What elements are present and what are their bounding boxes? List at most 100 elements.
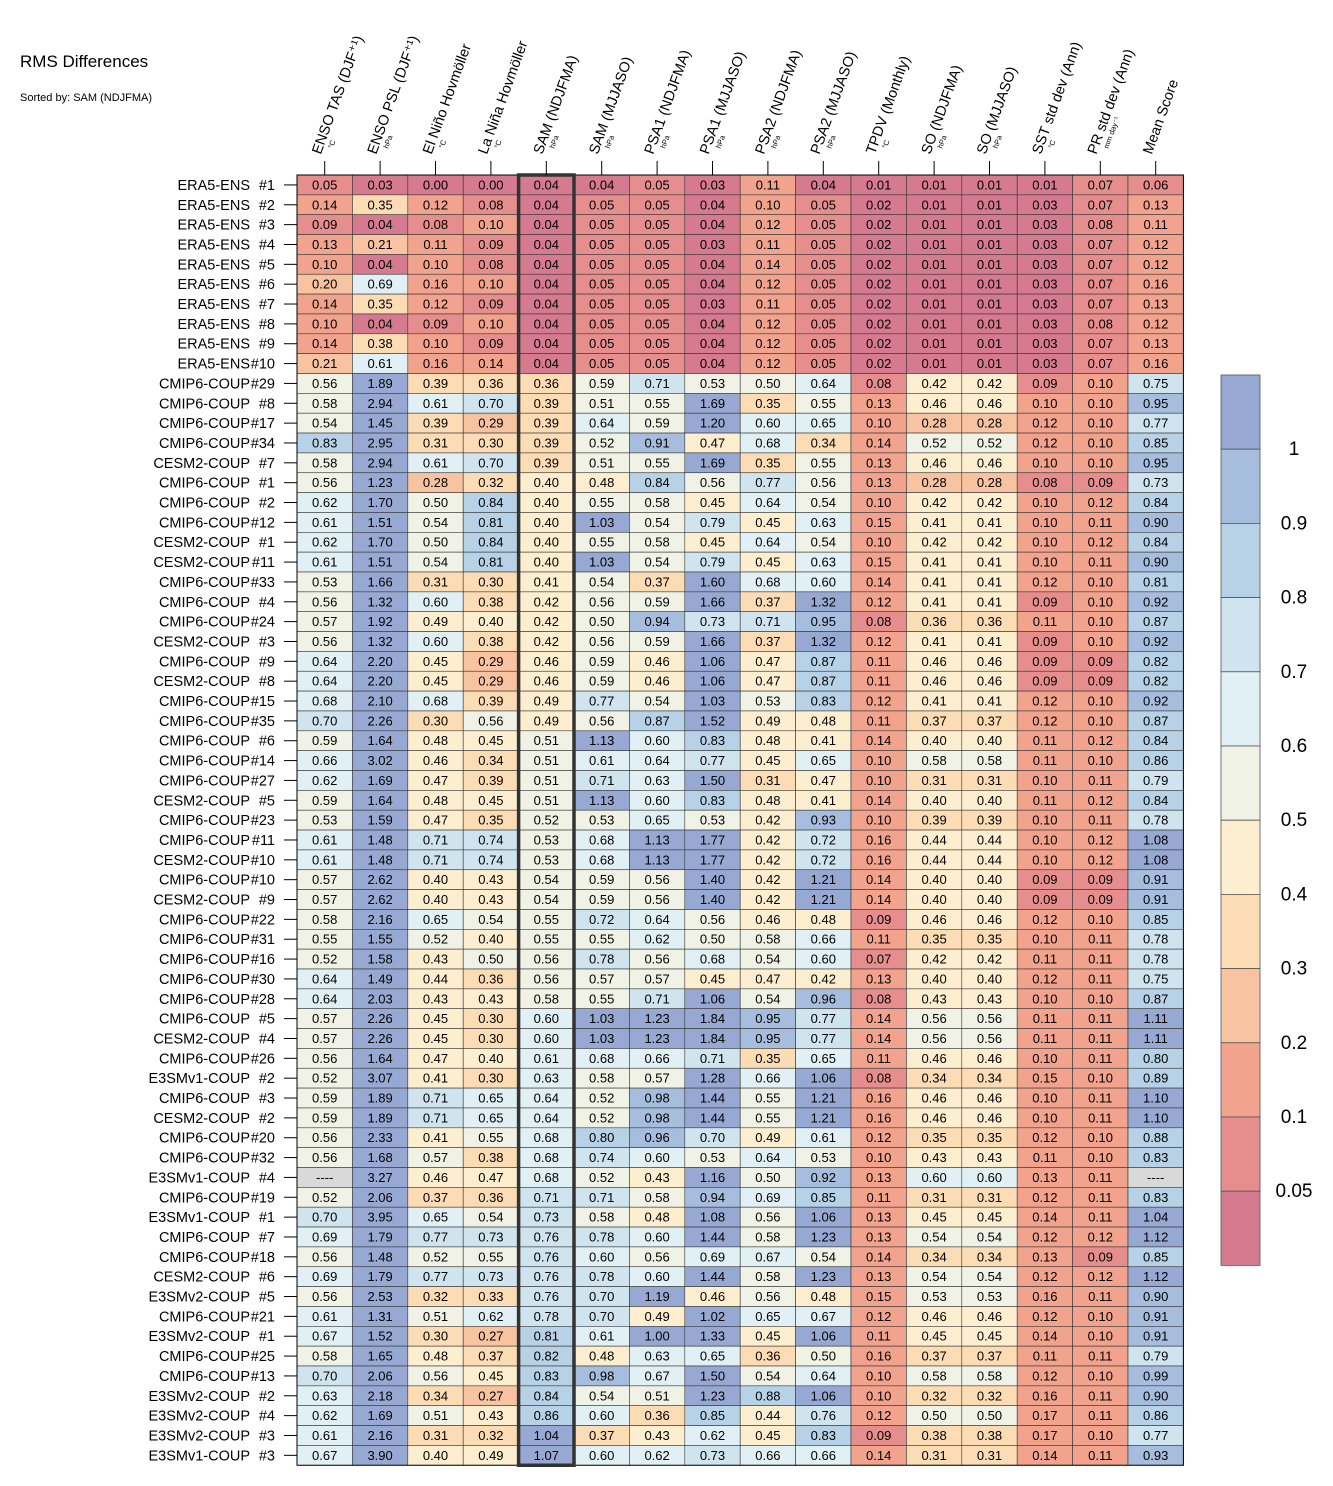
cell-value: 1.02 xyxy=(700,1309,725,1324)
cell-value: 0.43 xyxy=(478,872,503,887)
cell-value: 0.37 xyxy=(755,594,780,609)
cell-value: 0.56 xyxy=(921,1011,946,1026)
cell-value: 0.70 xyxy=(589,1289,614,1304)
cell-value: 0.05 xyxy=(644,237,669,252)
cell-value: 0.54 xyxy=(921,1269,946,1284)
cell-value: 0.04 xyxy=(700,217,725,232)
cell-value: 0.10 xyxy=(1088,713,1113,728)
cell-value: 0.10 xyxy=(1032,991,1057,1006)
cell-value: 1.69 xyxy=(700,396,725,411)
cell-value: 0.10 xyxy=(866,1388,891,1403)
row-label: E3SMv2-COUP xyxy=(148,1290,250,1306)
cell-value: 0.54 xyxy=(423,515,448,530)
cell-value: 0.04 xyxy=(534,277,559,292)
cell-value: 0.83 xyxy=(700,733,725,748)
row-label: E3SMv2-COUP xyxy=(148,1409,250,1425)
cell-value: 0.78 xyxy=(589,1269,614,1284)
cell-value: 0.04 xyxy=(367,217,392,232)
cell-value: 0.01 xyxy=(977,316,1002,331)
cell-value: 0.69 xyxy=(367,277,392,292)
cell-value: 1.08 xyxy=(1143,852,1168,867)
cell-value: 0.80 xyxy=(589,1130,614,1145)
cell-value: 0.12 xyxy=(1088,852,1113,867)
cell-value: 0.90 xyxy=(1143,1388,1168,1403)
cell-value: 0.71 xyxy=(755,614,780,629)
cell-value: 0.04 xyxy=(534,257,559,272)
colorbar-tick-label: 0.3 xyxy=(1281,959,1307,980)
cell-value: 0.08 xyxy=(866,1071,891,1086)
cell-value: 0.46 xyxy=(977,1309,1002,1324)
cell-value: 0.12 xyxy=(866,1309,891,1324)
row-number: #26 xyxy=(251,1051,275,1067)
cell-value: 0.03 xyxy=(367,177,392,192)
cell-value: 0.64 xyxy=(312,991,337,1006)
cell-value: 0.64 xyxy=(755,535,780,550)
cell-value: 0.05 xyxy=(312,177,337,192)
colorbar-tick-label: 0.5 xyxy=(1281,810,1307,831)
cell-value: 0.65 xyxy=(755,1309,780,1324)
cell-value: 0.10 xyxy=(1088,455,1113,470)
cell-value: 0.45 xyxy=(700,535,725,550)
cell-value: 0.13 xyxy=(866,396,891,411)
cell-value: 0.48 xyxy=(423,793,448,808)
cell-value: 0.44 xyxy=(977,852,1002,867)
row-number: #9 xyxy=(259,337,275,353)
cell-value: 0.32 xyxy=(977,1388,1002,1403)
colorbar-tick-label: 0.4 xyxy=(1281,884,1308,905)
row-label: E3SMv1-COUP xyxy=(148,1210,250,1226)
cell-value: 0.01 xyxy=(921,217,946,232)
cell-value: 0.83 xyxy=(1143,1150,1168,1165)
cell-value: 0.11 xyxy=(1033,614,1057,629)
cell-value: 0.10 xyxy=(1088,396,1113,411)
cell-value: 0.59 xyxy=(589,674,614,689)
row-number: #30 xyxy=(251,972,275,988)
cell-value: 0.09 xyxy=(1088,872,1113,887)
cell-value: 0.47 xyxy=(423,813,448,828)
cell-value: 0.09 xyxy=(1088,892,1113,907)
cell-value: 0.11 xyxy=(867,713,891,728)
cell-value: 0.92 xyxy=(811,1170,836,1185)
cell-value: 0.09 xyxy=(478,336,503,351)
cell-value: 0.90 xyxy=(1143,515,1168,530)
colorbar-tick-label: 0.05 xyxy=(1276,1181,1313,1202)
cell-value: 0.10 xyxy=(1032,852,1057,867)
cell-value: 0.46 xyxy=(921,1051,946,1066)
cell-value: 1.06 xyxy=(811,1071,836,1086)
cell-value: 0.12 xyxy=(1032,971,1057,986)
cell-value: 0.79 xyxy=(1143,1349,1168,1364)
cell-value: 0.50 xyxy=(755,1170,780,1185)
cell-value: 0.03 xyxy=(1032,336,1057,351)
column-unit: °C xyxy=(880,138,892,150)
row-number: #3 xyxy=(259,1091,275,1107)
cell-value: 0.11 xyxy=(1088,1289,1112,1304)
cell-value: 0.73 xyxy=(478,1229,503,1244)
cell-value: 0.08 xyxy=(866,991,891,1006)
row-number: #9 xyxy=(259,893,275,909)
cell-value: 0.40 xyxy=(977,733,1002,748)
cell-value: 0.12 xyxy=(1143,316,1168,331)
cell-value: 1.58 xyxy=(367,952,392,967)
cell-value: 0.47 xyxy=(755,971,780,986)
cell-value: 0.68 xyxy=(589,1051,614,1066)
cell-value: 0.05 xyxy=(811,197,836,212)
cell-value: 0.36 xyxy=(478,971,503,986)
cell-value: 0.40 xyxy=(977,793,1002,808)
row-number: #10 xyxy=(251,873,275,889)
cell-value: 0.42 xyxy=(977,376,1002,391)
row-label: CMIP6-COUP xyxy=(159,912,250,928)
cell-value: 0.10 xyxy=(1088,1428,1113,1443)
row-label: CMIP6-COUP xyxy=(159,833,250,849)
row-number: #15 xyxy=(251,694,275,710)
cell-value: 0.52 xyxy=(589,1170,614,1185)
cell-value: 0.53 xyxy=(534,852,559,867)
cell-value: 0.42 xyxy=(755,813,780,828)
cell-value: 0.39 xyxy=(534,396,559,411)
cell-value: 0.71 xyxy=(644,991,669,1006)
colorbar-bin xyxy=(1220,671,1261,747)
cell-value: 0.11 xyxy=(1088,1110,1112,1125)
cell-value: 0.16 xyxy=(866,1349,891,1364)
cell-value: 0.38 xyxy=(478,594,503,609)
cell-value: 0.71 xyxy=(644,376,669,391)
cell-value: 0.92 xyxy=(1143,594,1168,609)
row-label: CMIP6-COUP xyxy=(159,1309,250,1325)
